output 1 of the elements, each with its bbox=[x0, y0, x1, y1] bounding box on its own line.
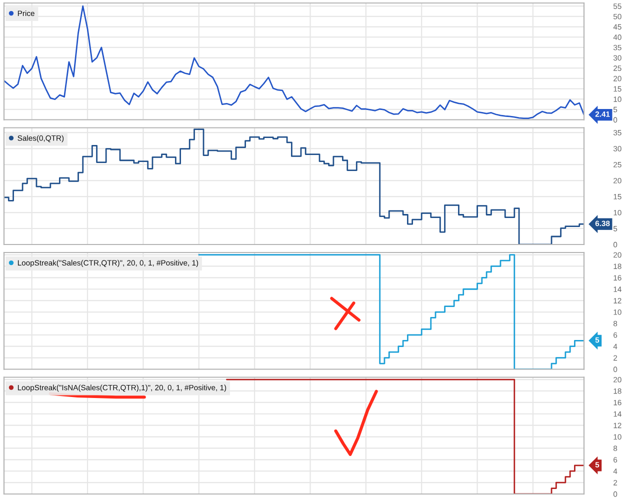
line-series bbox=[4, 5, 584, 119]
